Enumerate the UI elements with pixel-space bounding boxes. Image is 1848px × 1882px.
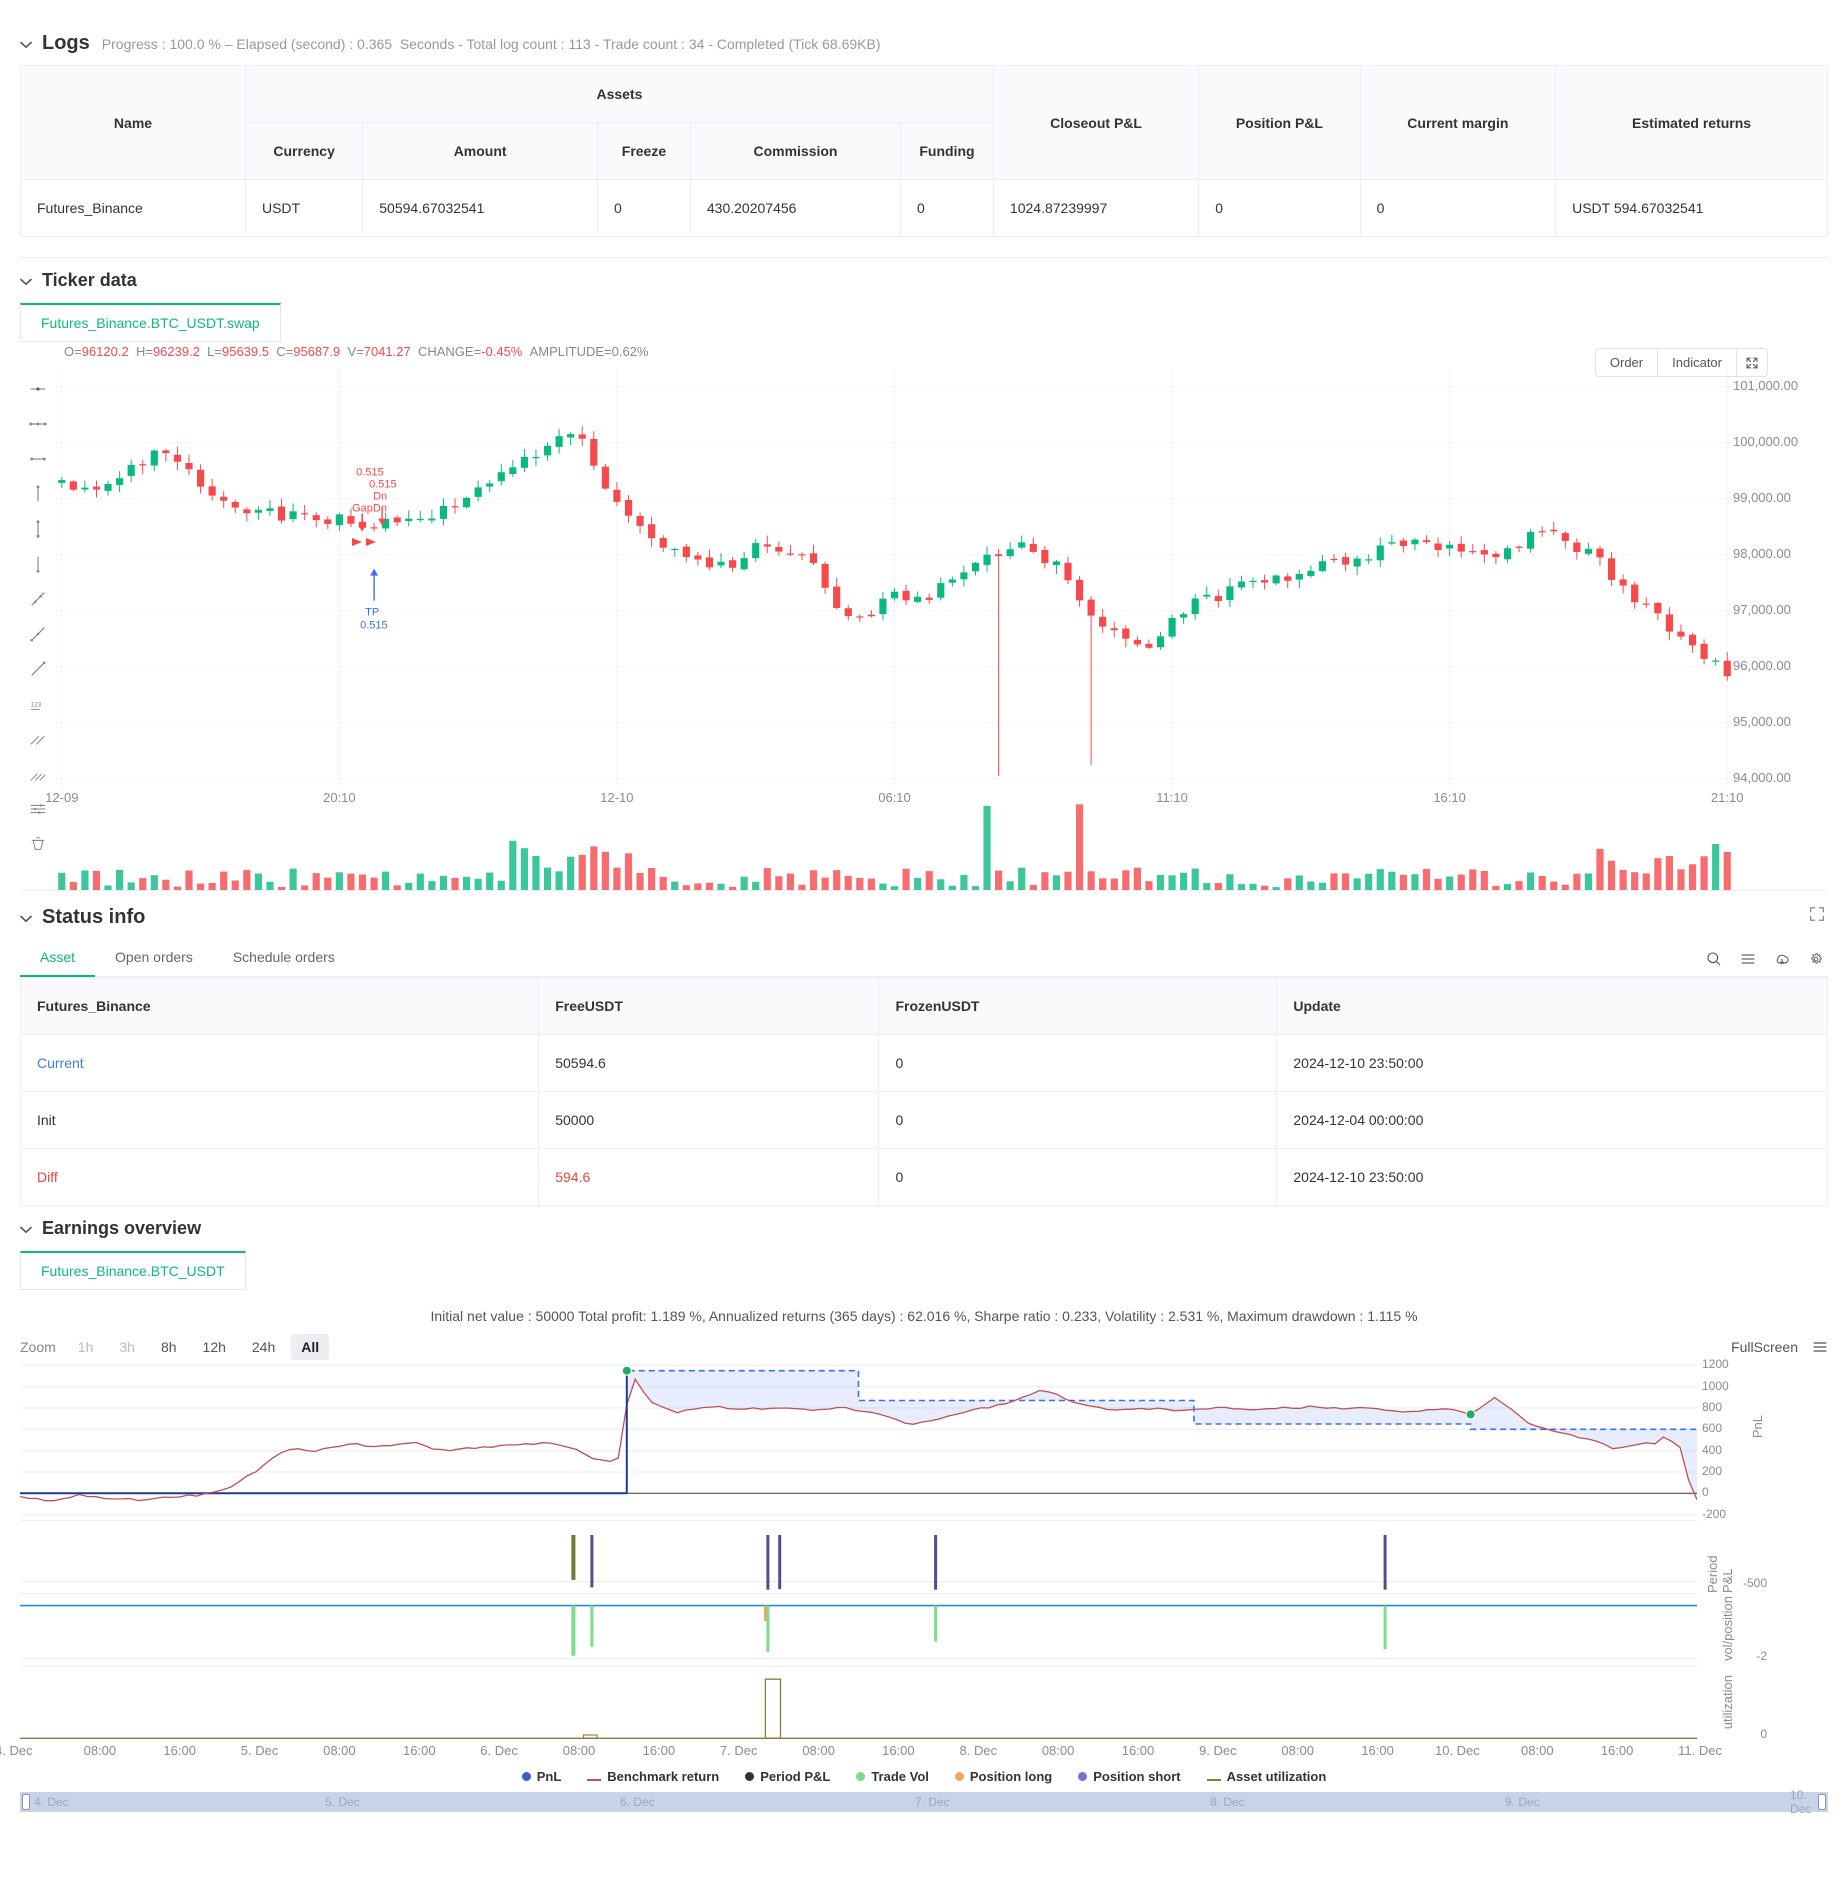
svg-text:0.515: 0.515 xyxy=(356,467,384,479)
svg-text:0.515: 0.515 xyxy=(360,620,388,632)
svg-text:0.515: 0.515 xyxy=(369,479,397,491)
svg-text:123: 123 xyxy=(31,702,42,709)
svg-text:TP: TP xyxy=(365,607,379,619)
svg-text:Dn: Dn xyxy=(373,491,387,503)
